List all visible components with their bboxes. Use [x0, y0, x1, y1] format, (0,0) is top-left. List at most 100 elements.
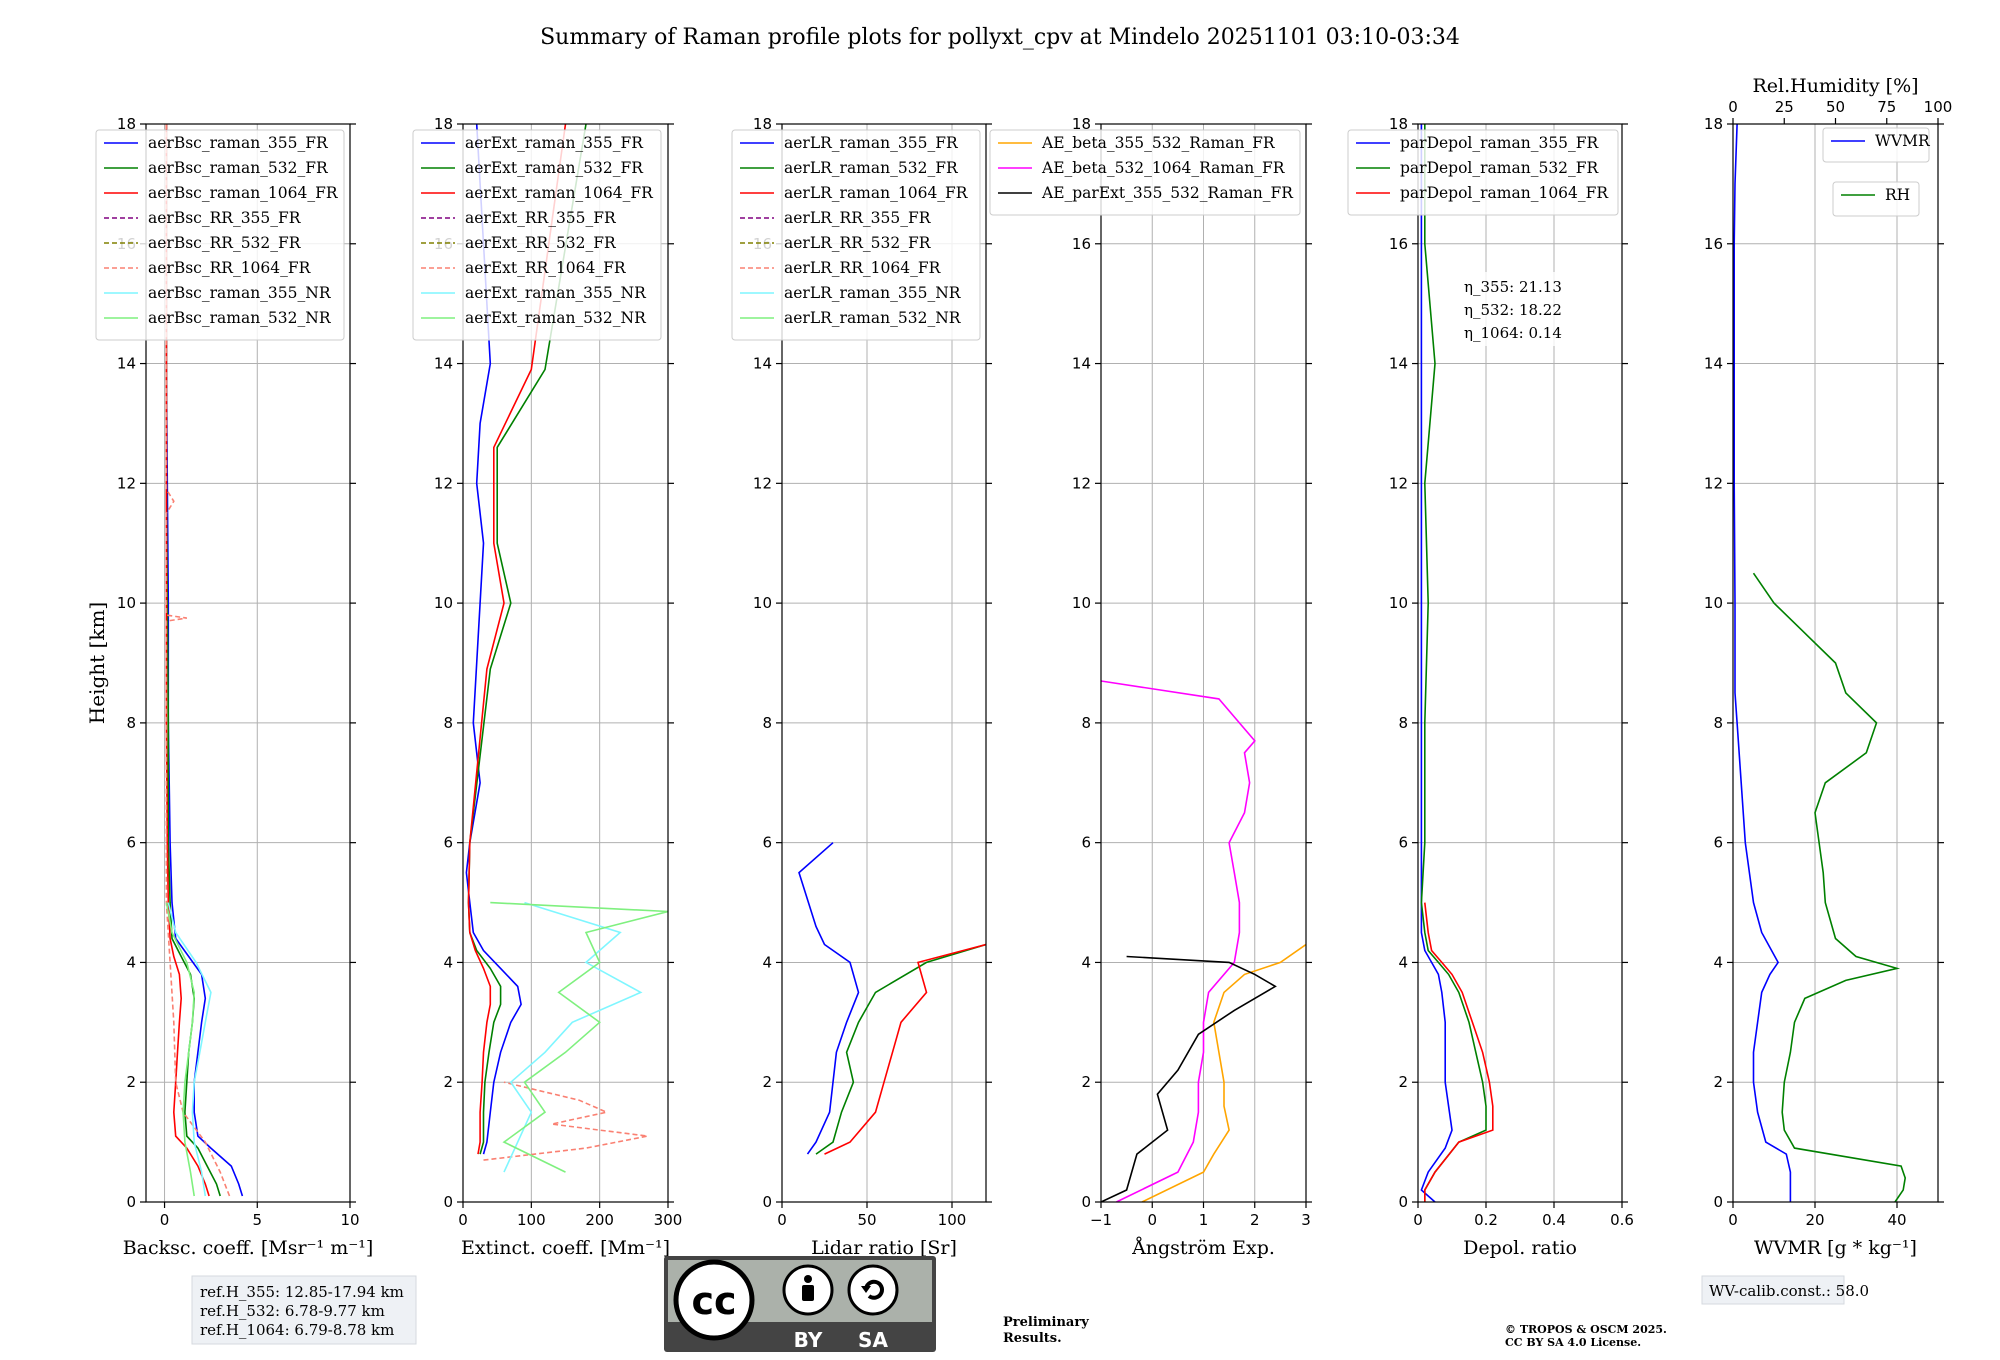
series-aerLR_raman_1064_FR — [824, 943, 986, 1155]
x-tick-label: −1 — [1090, 1211, 1112, 1229]
series-RH — [1752, 572, 1907, 1202]
legend-label: aerLR_raman_1064_FR — [784, 184, 969, 202]
x-tick-label: 0.2 — [1474, 1211, 1498, 1229]
x-axis-label: Extinct. coeff. [Mm⁻¹] — [461, 1237, 670, 1259]
cc-sa-label: SA — [858, 1328, 888, 1352]
y-tick-label: 14 — [1704, 355, 1723, 373]
wv-calib-label: WV-calib.const.: 58.0 — [1709, 1282, 1869, 1300]
legend-label: parDepol_raman_355_FR — [1400, 134, 1600, 152]
y-tick-label: 2 — [1081, 1073, 1091, 1091]
series-aerLR_raman_355_FR — [798, 842, 860, 1155]
y-axis-label: Height [km] — [85, 602, 109, 724]
figure-title: Summary of Raman profile plots for polly… — [540, 25, 1460, 50]
legend-box — [1832, 181, 1920, 217]
y-tick-label: 0 — [126, 1193, 136, 1211]
legend: parDepol_raman_355_FR parDepol_raman_532_… — [1347, 129, 1619, 216]
x-tick-label: 10 — [340, 1211, 359, 1229]
x-axis-label: Lidar ratio [Sr] — [811, 1237, 957, 1259]
panels: 0246810121416180510Backsc. coeff. [Msr⁻¹… — [85, 75, 1952, 1259]
legend: aerLR_raman_355_FR aerLR_raman_532_FR aerL… — [731, 129, 981, 341]
legend-label: aerLR_raman_355_NR — [784, 284, 962, 302]
legend: AE_beta_355_532_Raman_FR AE_beta_532_1064… — [989, 129, 1301, 216]
y-tick-label: 0 — [762, 1193, 772, 1211]
x-tick-label: 1 — [1199, 1211, 1209, 1229]
y-tick-label: 6 — [126, 834, 136, 852]
legend-label: aerBsc_raman_355_FR — [148, 134, 329, 152]
y-tick-label: 6 — [443, 834, 453, 852]
x2-tick-label: 50 — [1826, 98, 1845, 116]
refbox-line: ref.H_1064: 6.79-8.78 km — [200, 1321, 394, 1339]
legend-label: aerLR_RR_532_FR — [784, 234, 932, 252]
legend-label: AE_parExt_355_532_Raman_FR — [1041, 184, 1294, 202]
legend-label: AE_beta_355_532_Raman_FR — [1041, 134, 1276, 152]
x-tick-label: 100 — [938, 1211, 967, 1229]
preliminary-label: Results. — [1003, 1331, 1062, 1346]
x-tick-label: 5 — [252, 1211, 262, 1229]
y-tick-label: 12 — [1389, 474, 1408, 492]
legend-label: parDepol_raman_1064_FR — [1400, 184, 1609, 202]
y-tick-label: 0 — [1713, 1193, 1723, 1211]
legend-label: aerBsc_RR_532_FR — [148, 234, 302, 252]
y-tick-label: 2 — [762, 1073, 772, 1091]
x-tick-label: 0 — [160, 1211, 170, 1229]
x-tick-label: 0 — [458, 1211, 468, 1229]
x-tick-label: 20 — [1805, 1211, 1824, 1229]
plot-frame — [462, 123, 669, 1203]
plot-frame — [781, 123, 987, 1203]
x-tick-label: 3 — [1301, 1211, 1311, 1229]
series-aerExt_raman_532_FR — [467, 124, 587, 1155]
y-tick-label: 18 — [117, 115, 136, 133]
series-aerBsc_RR_1064_FR — [165, 124, 231, 1197]
y-tick-label: 14 — [1389, 355, 1408, 373]
y-tick-label: 4 — [126, 953, 136, 971]
legend-label: aerBsc_raman_1064_FR — [148, 184, 339, 202]
series-group — [165, 124, 244, 1197]
x-tick-label: 0 — [777, 1211, 787, 1229]
legend: aerBsc_raman_355_FR aerBsc_raman_532_FRae… — [95, 129, 345, 341]
x-tick-label: 50 — [857, 1211, 876, 1229]
panel-ext: 0246810121416180100200300Extinct. coeff.… — [412, 115, 682, 1259]
legend-label: RH — [1885, 186, 1910, 204]
panel-bsc: 0246810121416180510Backsc. coeff. [Msr⁻¹… — [95, 115, 373, 1259]
y-tick-label: 14 — [753, 355, 772, 373]
eta-annotation: η_532: 18.22 — [1464, 301, 1562, 319]
legend-label: WVMR — [1875, 132, 1931, 150]
y-tick-label: 10 — [1072, 594, 1091, 612]
panel-lr: 024681012141618050100Lidar ratio [Sr]aer… — [731, 115, 992, 1259]
y-tick-label: 4 — [1713, 953, 1723, 971]
y-tick-label: 10 — [753, 594, 772, 612]
y-tick-label: 10 — [117, 594, 136, 612]
y-tick-label: 18 — [1389, 115, 1408, 133]
legend-label: aerExt_raman_532_FR — [465, 159, 644, 177]
y-tick-label: 0 — [443, 1193, 453, 1211]
y-tick-label: 18 — [1072, 115, 1091, 133]
y-tick-label: 18 — [1704, 115, 1723, 133]
y-tick-label: 10 — [1389, 594, 1408, 612]
y-tick-label: 0 — [1398, 1193, 1408, 1211]
legend-label: aerLR_raman_532_NR — [784, 309, 962, 327]
series-aerLR_raman_532_FR — [815, 943, 986, 1155]
series-AE_beta_355_532_Raman_FR — [1141, 943, 1306, 1202]
eta-annotation: η_1064: 0.14 — [1464, 324, 1562, 342]
legend-label: aerExt_RR_532_FR — [465, 234, 617, 252]
legend-label: aerLR_RR_1064_FR — [784, 259, 942, 277]
legend-label: aerExt_raman_532_NR — [465, 309, 647, 327]
x-axis-label: Depol. ratio — [1463, 1237, 1577, 1259]
refbox-line: ref.H_532: 6.78-9.77 km — [200, 1302, 385, 1320]
y-tick-label: 12 — [117, 474, 136, 492]
series-aerExt_raman_1064_FR — [467, 124, 567, 1155]
legend-label: aerExt_RR_1064_FR — [465, 259, 627, 277]
y-tick-label: 8 — [1398, 714, 1408, 732]
series-AE_parExt_355_532_Raman_FR — [1101, 955, 1277, 1202]
legend-label: aerLR_raman_532_FR — [784, 159, 959, 177]
legend-label: aerExt_raman_355_NR — [465, 284, 647, 302]
cc-circle-icon — [673, 1259, 755, 1341]
series-aerBsc_raman_532_NR — [165, 902, 196, 1197]
cc-license-badge: cc BY SA — [664, 1256, 936, 1352]
x-tick-label: 0 — [1413, 1211, 1423, 1229]
x2-tick-label: 25 — [1775, 98, 1794, 116]
y-tick-label: 4 — [1398, 953, 1408, 971]
y-tick-label: 12 — [1704, 474, 1723, 492]
y-tick-label: 4 — [443, 953, 453, 971]
